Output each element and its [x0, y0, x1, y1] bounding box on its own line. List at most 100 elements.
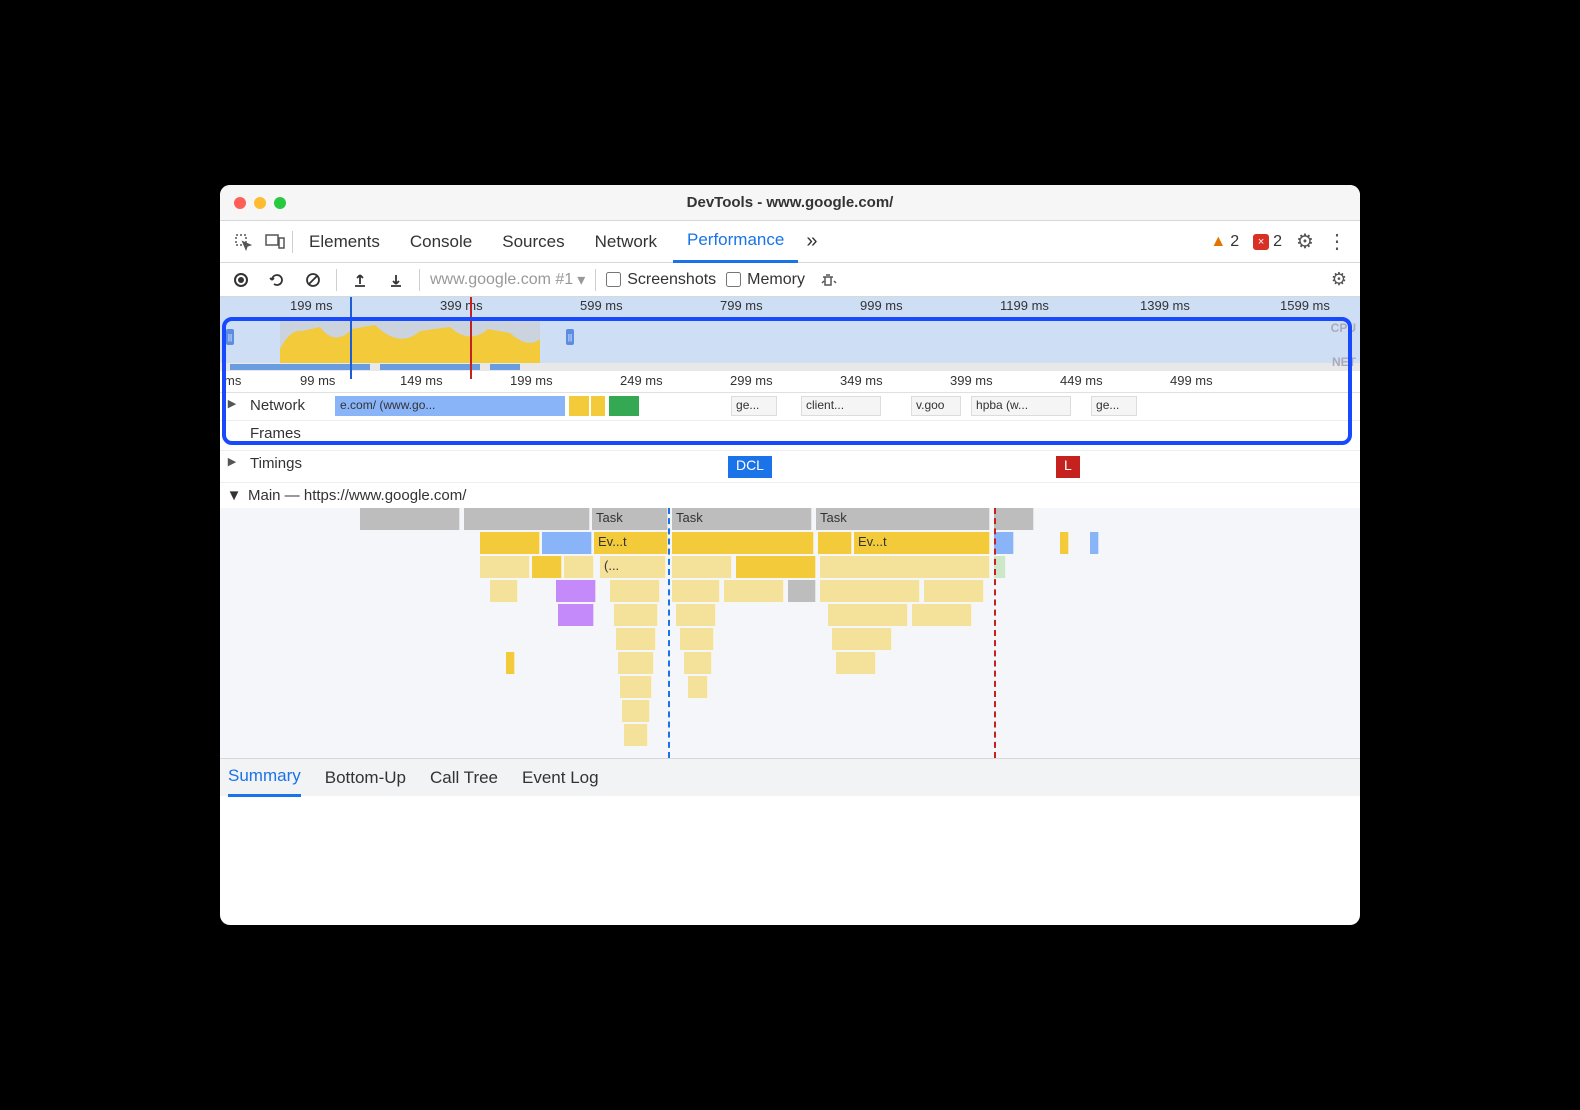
timing-badge-l[interactable]: L [1056, 456, 1080, 478]
memory-checkbox-input[interactable] [726, 272, 741, 287]
network-request[interactable]: e.com/ (www.go... [335, 396, 565, 416]
error-count: 2 [1273, 233, 1282, 251]
flame-bar[interactable] [736, 556, 816, 578]
selection-handle-right[interactable]: || [566, 329, 574, 345]
flame-bar[interactable] [820, 556, 990, 578]
network-request[interactable]: ge... [1091, 396, 1137, 416]
download-icon[interactable] [383, 266, 409, 294]
garbage-collect-icon[interactable] [815, 266, 841, 294]
timing-badge-dcl[interactable]: DCL [728, 456, 772, 478]
flame-bar[interactable] [464, 508, 590, 530]
detail-tab-bottom-up[interactable]: Bottom-Up [325, 759, 406, 797]
timeline-overview[interactable]: 199 ms399 ms599 ms799 ms999 ms1199 ms139… [220, 297, 1360, 393]
network-request[interactable] [591, 396, 605, 416]
flame-bar[interactable] [832, 628, 892, 650]
network-request[interactable]: ge... [731, 396, 777, 416]
frames-track[interactable]: Frames [220, 421, 1360, 451]
record-icon[interactable] [228, 266, 254, 294]
flame-bar[interactable] [556, 580, 596, 602]
detail-tab-call-tree[interactable]: Call Tree [430, 759, 498, 797]
device-toolbar-icon[interactable] [260, 227, 290, 257]
upload-icon[interactable] [347, 266, 373, 294]
tab-network[interactable]: Network [581, 221, 671, 263]
flame-bar[interactable] [818, 532, 852, 554]
network-request[interactable] [569, 396, 589, 416]
detail-tab-summary[interactable]: Summary [228, 759, 301, 797]
flame-bar[interactable] [1090, 532, 1099, 554]
recording-selector[interactable]: www.google.com #1 ▾ [430, 270, 585, 290]
network-request[interactable] [609, 396, 639, 416]
flame-bar[interactable] [618, 652, 654, 674]
flame-bar[interactable] [624, 724, 648, 746]
flame-bar[interactable] [688, 676, 708, 698]
flame-bar[interactable] [564, 556, 594, 578]
flame-bar[interactable] [672, 532, 814, 554]
flame-bar[interactable] [506, 652, 515, 674]
flame-bar[interactable]: (... [600, 556, 666, 578]
flame-bar[interactable] [616, 628, 656, 650]
tab-elements[interactable]: Elements [295, 221, 394, 263]
flame-bar[interactable] [828, 604, 908, 626]
timings-track[interactable]: ▶ Timings DCLL [220, 451, 1360, 483]
zoom-window-icon[interactable] [274, 197, 286, 209]
flame-bar[interactable] [836, 652, 876, 674]
flame-bar[interactable] [622, 700, 650, 722]
flame-bar[interactable]: Ev...t [594, 532, 668, 554]
flame-bar[interactable] [680, 628, 714, 650]
network-request[interactable]: hpba (w... [971, 396, 1071, 416]
flame-bar[interactable]: Ev...t [854, 532, 990, 554]
flame-bar[interactable] [788, 580, 816, 602]
reload-icon[interactable] [264, 266, 290, 294]
flame-bar[interactable] [1060, 532, 1069, 554]
main-track[interactable]: ▼ Main — https://www.google.com/ TaskTas… [220, 483, 1360, 758]
close-window-icon[interactable] [234, 197, 246, 209]
detail-tab-event-log[interactable]: Event Log [522, 759, 599, 797]
expand-icon[interactable]: ▶ [220, 451, 244, 468]
flame-bar[interactable] [480, 532, 540, 554]
flame-bar[interactable] [684, 652, 712, 674]
clear-icon[interactable] [300, 266, 326, 294]
flame-bar[interactable] [490, 580, 518, 602]
flame-chart[interactable]: TaskTaskTaskEv...tEv...t(... [220, 508, 1360, 758]
capture-settings-icon[interactable]: ⚙ [1326, 266, 1352, 294]
flame-bar[interactable]: Task [816, 508, 990, 530]
flame-bar[interactable] [480, 556, 530, 578]
warnings-badge[interactable]: ▲ 2 [1210, 233, 1239, 251]
flame-bar[interactable] [558, 604, 594, 626]
flame-bar[interactable] [912, 604, 972, 626]
flame-bar[interactable] [532, 556, 562, 578]
tabs-overflow-button[interactable]: » [800, 221, 823, 263]
flame-bar[interactable] [620, 676, 652, 698]
flame-bar[interactable] [820, 580, 920, 602]
flame-bar[interactable] [924, 580, 984, 602]
flame-bar[interactable] [994, 532, 1014, 554]
settings-icon[interactable]: ⚙ [1290, 227, 1320, 257]
memory-checkbox[interactable]: Memory [726, 271, 805, 289]
tab-sources[interactable]: Sources [488, 221, 578, 263]
minimize-window-icon[interactable] [254, 197, 266, 209]
flame-bar[interactable] [994, 508, 1034, 530]
flame-bar[interactable] [542, 532, 592, 554]
network-track[interactable]: ▶ Network e.com/ (www.go...ge...client..… [220, 393, 1360, 421]
flame-bar[interactable] [360, 508, 460, 530]
tab-performance[interactable]: Performance [673, 221, 798, 263]
flame-bar[interactable] [672, 580, 720, 602]
screenshots-checkbox[interactable]: Screenshots [606, 271, 716, 289]
screenshots-checkbox-input[interactable] [606, 272, 621, 287]
collapse-icon[interactable]: ▼ [224, 487, 244, 504]
network-request[interactable]: client... [801, 396, 881, 416]
flame-bar[interactable] [724, 580, 784, 602]
flame-bar[interactable]: Task [592, 508, 668, 530]
errors-badge[interactable]: × 2 [1253, 233, 1282, 251]
flame-bar[interactable]: Task [672, 508, 812, 530]
flame-bar[interactable] [610, 580, 660, 602]
flame-bar[interactable] [672, 556, 732, 578]
selection-handle-left[interactable]: || [226, 329, 234, 345]
flame-bar[interactable] [676, 604, 716, 626]
network-request[interactable]: v.goo [911, 396, 961, 416]
expand-icon[interactable]: ▶ [220, 393, 244, 410]
inspect-element-icon[interactable] [228, 227, 258, 257]
more-icon[interactable]: ⋮ [1322, 227, 1352, 257]
flame-bar[interactable] [614, 604, 658, 626]
tab-console[interactable]: Console [396, 221, 486, 263]
